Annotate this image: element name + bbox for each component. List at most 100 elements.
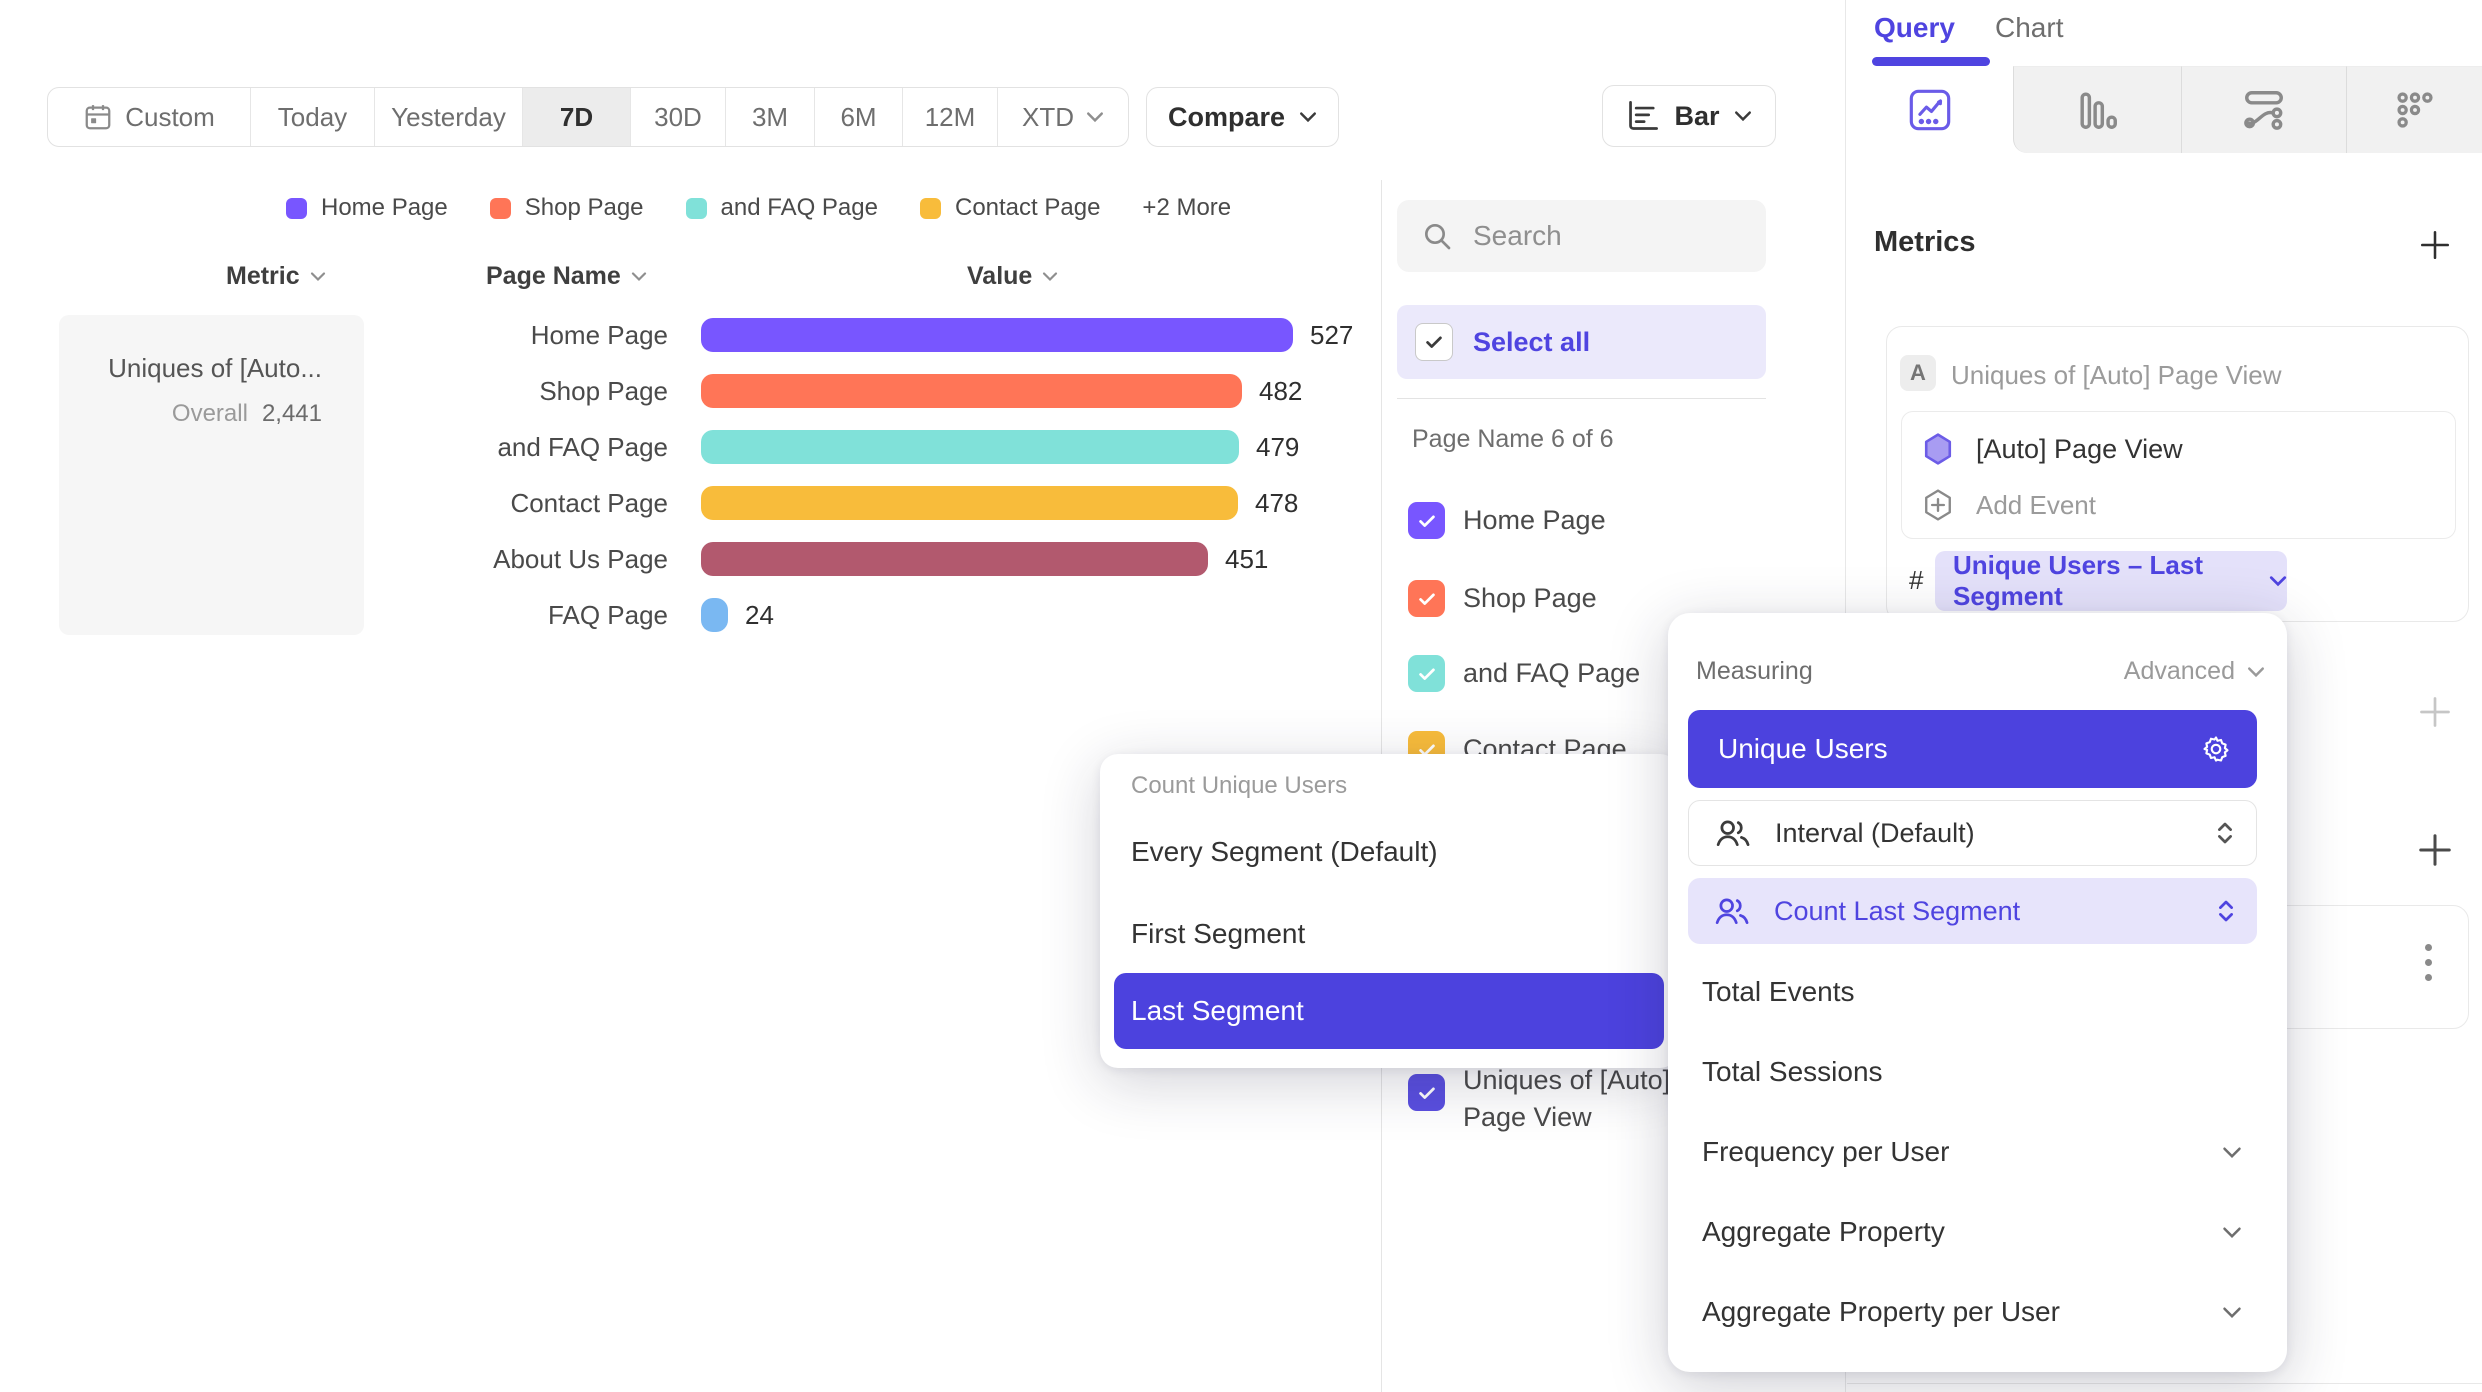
measuring-title: Measuring <box>1696 657 1813 685</box>
people-icon <box>1715 818 1751 848</box>
group-label: Page Name 6 of 6 <box>1412 425 1614 453</box>
date-range-xtd[interactable]: XTD <box>998 88 1128 146</box>
tab-query[interactable]: Query <box>1874 12 1955 43</box>
tab-insights-chart[interactable] <box>1846 66 2013 153</box>
legend-item[interactable]: Contact Page <box>919 194 1100 222</box>
filter-item[interactable]: Uniques of [Auto] Page View <box>1408 1062 1718 1136</box>
column-header-page-name[interactable]: Page Name <box>486 262 647 291</box>
checkbox-checked[interactable] <box>1408 655 1445 692</box>
metric-overall: Overall 2,441 <box>171 400 322 427</box>
chart-type-button[interactable]: Bar <box>1602 85 1776 147</box>
bar-value: 527 <box>1310 319 1354 350</box>
date-range-3m[interactable]: 3M <box>726 88 815 146</box>
count-segment-popup: Count Unique Users Every Segment (Defaul… <box>1100 754 1678 1068</box>
measurement-selector[interactable]: Unique Users – Last Segment <box>1935 550 2287 611</box>
legend-item[interactable]: and FAQ Page <box>685 194 878 222</box>
hexagon-event-icon <box>1922 432 1954 466</box>
legend-more[interactable]: +2 More <box>1142 194 1232 221</box>
chevron-down-icon <box>2222 1226 2242 1239</box>
menu-item-frequency-per-user[interactable]: Frequency per User <box>1702 1132 2242 1172</box>
bar-value: 478 <box>1255 487 1299 518</box>
bar[interactable] <box>701 374 1242 408</box>
bar[interactable] <box>701 318 1293 352</box>
add-breakdown-button[interactable] <box>2416 831 2454 869</box>
menu-item-last-segment-selected[interactable]: Last Segment <box>1114 973 1664 1049</box>
date-range-30d[interactable]: 30D <box>631 88 726 146</box>
add-event-row[interactable]: Add Event <box>1922 488 2096 522</box>
chevron-down-icon <box>2222 1146 2242 1159</box>
dots-grid-icon <box>2393 88 2437 132</box>
date-range-selector: Custom Today Yesterday 7D 30D 3M 6M 12M … <box>47 87 1129 147</box>
checkbox-checked[interactable] <box>1408 502 1445 539</box>
bar[interactable] <box>701 598 728 632</box>
bar-label: and FAQ Page <box>497 432 668 462</box>
people-icon <box>1714 896 1750 926</box>
add-filter-button[interactable] <box>2417 694 2453 730</box>
menu-item-interval[interactable]: Interval (Default) <box>1688 800 2257 866</box>
menu-item-unique-users-selected[interactable]: Unique Users <box>1688 710 2257 788</box>
menu-item-every-segment[interactable]: Every Segment (Default) <box>1131 836 1438 867</box>
hash-symbol: # <box>1909 565 1924 595</box>
legend-item[interactable]: Shop Page <box>489 194 644 222</box>
legend-swatch <box>286 197 307 219</box>
date-range-7d[interactable]: 7D <box>523 88 631 146</box>
bar-label: FAQ Page <box>548 600 668 630</box>
chevron-down-icon <box>631 271 647 282</box>
date-range-12m[interactable]: 12M <box>903 88 998 146</box>
filter-item[interactable]: Home Page <box>1408 502 1606 539</box>
menu-item-total-events[interactable]: Total Events <box>1702 976 1855 1007</box>
select-all-row[interactable]: Select all <box>1397 305 1766 379</box>
search-input[interactable] <box>1473 220 1723 252</box>
select-all-checkbox[interactable] <box>1415 323 1453 361</box>
metric-summary-card[interactable]: Uniques of [Auto... Overall 2,441 <box>59 315 364 635</box>
metric-card-title: Uniques of [Auto] Page View <box>1951 360 2282 390</box>
bar-value: 482 <box>1259 375 1303 406</box>
menu-item-first-segment[interactable]: First Segment <box>1131 918 1306 949</box>
line-chart-icon <box>1907 87 1953 133</box>
event-row[interactable]: [Auto] Page View <box>1922 432 2183 466</box>
date-range-today[interactable]: Today <box>251 88 375 146</box>
tab-retention-chart[interactable] <box>2346 66 2482 153</box>
date-range-yesterday[interactable]: Yesterday <box>375 88 523 146</box>
bar[interactable] <box>701 430 1239 464</box>
legend-swatch <box>919 197 941 219</box>
checkbox-checked[interactable] <box>1408 1074 1445 1111</box>
bar-value: 451 <box>1225 543 1269 574</box>
bar-value: 479 <box>1256 431 1300 462</box>
column-header-metric[interactable]: Metric <box>226 262 326 291</box>
flow-icon <box>2241 87 2287 133</box>
metric-card: A Uniques of [Auto] Page View [Auto] Pag… <box>1886 326 2469 622</box>
legend-swatch <box>489 197 511 219</box>
date-range-custom[interactable]: Custom <box>48 88 251 146</box>
tab-chart[interactable]: Chart <box>1995 12 2064 43</box>
date-range-6m[interactable]: 6M <box>815 88 903 146</box>
bar[interactable] <box>701 542 1208 576</box>
chevron-down-icon <box>310 271 326 282</box>
filter-item[interactable]: Shop Page <box>1408 580 1597 617</box>
bar-value: 24 <box>745 599 774 630</box>
bar-label: Home Page <box>530 320 668 350</box>
stepper-icon <box>2217 898 2235 924</box>
add-metric-button[interactable] <box>2418 228 2452 262</box>
chevron-down-icon <box>1299 111 1317 123</box>
filter-item[interactable]: and FAQ Page <box>1408 655 1640 692</box>
legend-item[interactable]: Home Page <box>286 194 448 222</box>
gear-icon[interactable] <box>2201 734 2231 764</box>
compare-button[interactable]: Compare <box>1146 87 1339 147</box>
kebab-menu-icon[interactable] <box>2425 944 2432 981</box>
hexagon-plus-icon <box>1922 488 1954 522</box>
metrics-title: Metrics <box>1874 226 1976 258</box>
date-range-label: Custom <box>125 101 215 132</box>
column-header-value[interactable]: Value <box>967 262 1058 291</box>
menu-item-aggregate-property-per-user[interactable]: Aggregate Property per User <box>1702 1292 2242 1332</box>
tab-bar-chart[interactable] <box>2013 66 2181 153</box>
bar[interactable] <box>701 486 1238 520</box>
chevron-down-icon <box>2269 575 2287 587</box>
advanced-toggle[interactable]: Advanced <box>2124 657 2265 686</box>
menu-item-count-last-segment[interactable]: Count Last Segment <box>1688 878 2257 944</box>
checkbox-checked[interactable] <box>1408 580 1445 617</box>
tab-flow-chart[interactable] <box>2181 66 2346 153</box>
menu-item-aggregate-property[interactable]: Aggregate Property <box>1702 1212 2242 1252</box>
menu-item-total-sessions[interactable]: Total Sessions <box>1702 1056 1883 1087</box>
